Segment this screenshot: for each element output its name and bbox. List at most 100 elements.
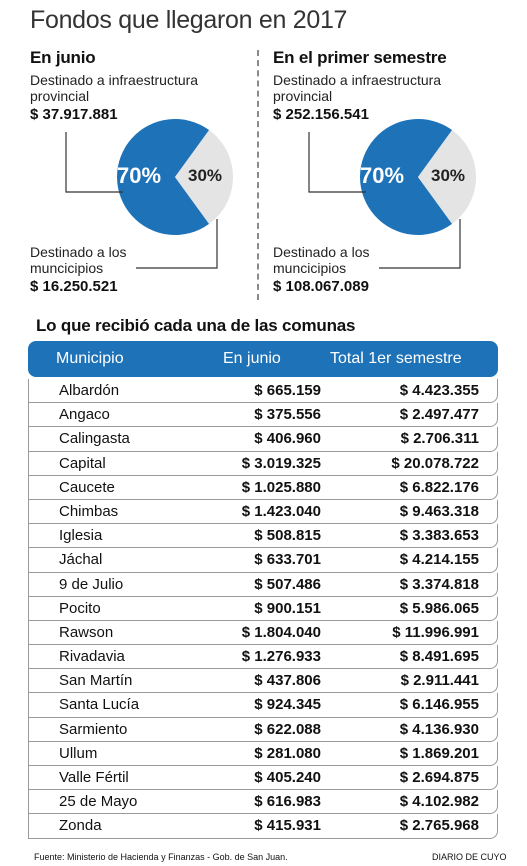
cell-municipio: Angaco	[59, 406, 110, 424]
cell-municipio: Capital	[59, 454, 106, 472]
cell-junio: $ 507.486	[254, 575, 321, 593]
table-row: 9 de Julio $ 507.486 $ 3.374.818	[28, 572, 498, 597]
cell-municipio: Chimbas	[59, 502, 119, 520]
cell-total: $ 5.986.065	[399, 599, 479, 617]
cell-junio: $ 665.159	[254, 382, 321, 399]
slice-label-big: 70%	[360, 163, 405, 188]
cell-total: $ 2.497.477	[399, 406, 479, 424]
main-title: Fondos que llegaron en 2017	[30, 6, 348, 34]
cell-junio: $ 633.701	[254, 551, 321, 569]
amount-infraestructura: $ 37.917.881	[30, 106, 118, 123]
table-row: Calingasta $ 406.960 $ 2.706.311	[28, 427, 498, 452]
table-row: Santa Lucía $ 924.345 $ 6.146.955	[28, 693, 498, 718]
cell-total: $ 2.706.311	[400, 430, 479, 448]
cell-junio: $ 1.804.040	[241, 623, 321, 641]
cell-municipio: Zonda	[59, 817, 102, 835]
cell-municipio: Jáchal	[59, 551, 103, 569]
column-header-total: Total 1er semestre	[330, 350, 462, 367]
footer-brand: DIARIO DE CUYO	[432, 852, 507, 862]
cell-total: $ 9.463.318	[399, 502, 479, 520]
cell-municipio: Rawson	[59, 623, 114, 641]
pie-chart-semestre	[308, 119, 476, 269]
cell-total: $ 11.996.991	[392, 623, 479, 641]
label-municipios: Destinado a los muncicipios	[273, 244, 370, 276]
cell-total: $ 3.383.653	[399, 527, 479, 545]
cell-total: $ 2.911.441	[400, 672, 479, 690]
cell-municipio: Pocito	[59, 599, 101, 617]
cell-municipio: Calingasta	[59, 430, 130, 448]
pie-slice-infraestructura	[116, 119, 210, 235]
cell-junio: $ 1.423.040	[241, 502, 321, 520]
cell-total: $ 1.869.201	[399, 744, 479, 762]
cell-municipio: 25 de Mayo	[59, 793, 138, 811]
table-row: Zonda $ 415.931 $ 2.765.968	[28, 814, 498, 839]
cell-municipio: Santa Lucía	[59, 696, 140, 714]
cell-total: $ 4.136.930	[399, 720, 479, 738]
connector-infraestructura	[308, 132, 366, 193]
cell-junio: $ 406.960	[254, 430, 321, 448]
table-header: Municipio En junio Total 1er semestre	[28, 341, 498, 377]
pie-slice-infraestructura	[360, 119, 453, 235]
table-row: 25 de Mayo $ 616.983 $ 4.102.982	[28, 790, 498, 815]
table-row: Iglesia $ 508.815 $ 3.383.653	[28, 524, 498, 549]
amount-municipios: $ 16.250.521	[30, 278, 118, 295]
table-row: Valle Fértil $ 405.240 $ 2.694.875	[28, 766, 498, 791]
cell-municipio: Ullum	[59, 744, 98, 762]
column-header-municipio: Municipio	[56, 350, 124, 367]
cell-municipio: Sarmiento	[59, 720, 128, 738]
connector-municipios	[136, 219, 218, 269]
amount-infraestructura: $ 252.156.541	[273, 106, 369, 123]
label-infraestructura: Destinado a infraestructura provincial	[273, 72, 442, 104]
cell-municipio: San Martín	[59, 672, 133, 690]
slice-label-big: 70%	[117, 163, 162, 188]
cell-junio: $ 616.983	[254, 793, 321, 811]
cell-junio: $ 437.806	[254, 672, 321, 690]
cell-total: $ 6.822.176	[399, 478, 479, 496]
table-row: Capital $ 3.019.325 $ 20.078.722	[28, 451, 498, 476]
cell-total: $ 4.102.982	[399, 793, 479, 811]
cell-total: $ 6.146.955	[399, 696, 479, 714]
cell-junio: $ 900.151	[254, 599, 321, 617]
table-row: Albardón $ 665.159 $ 4.423.355	[28, 379, 498, 404]
cell-junio: $ 1.025.880	[241, 478, 321, 496]
cell-total: $ 20.078.722	[391, 454, 479, 472]
cell-municipio: Albardón	[59, 382, 120, 399]
pie-chart-junio	[65, 119, 233, 269]
footer-source: Fuente: Ministerio de Hacienda y Finanza…	[34, 852, 288, 862]
slice-label-small: 30%	[188, 166, 223, 185]
label-municipios: Destinado a los muncicipios	[30, 244, 127, 276]
pie-panel-semestre: En el primer semestre Destinado a infrae…	[273, 44, 513, 302]
table-row: Rivadavia $ 1.276.933 $ 8.491.695	[28, 645, 498, 670]
table-row: Jáchal $ 633.701 $ 4.214.155	[28, 548, 498, 573]
pie-slice-municipios	[175, 130, 233, 224]
connector-infraestructura	[65, 132, 123, 193]
table-row: Ullum $ 281.080 $ 1.869.201	[28, 741, 498, 766]
amount-municipios: $ 108.067.089	[273, 278, 369, 295]
cell-junio: $ 508.815	[254, 527, 321, 545]
cell-total: $ 2.765.968	[399, 817, 479, 835]
cell-total: $ 2.694.875	[399, 769, 479, 786]
cell-municipio: Valle Fértil	[59, 769, 129, 786]
cell-total: $ 8.491.695	[399, 648, 479, 666]
cell-total: $ 3.374.818	[399, 575, 479, 593]
panel-title: En el primer semestre	[273, 48, 447, 67]
cell-total: $ 4.214.155	[399, 551, 479, 569]
panel-divider	[257, 50, 259, 300]
table-body: Albardón $ 665.159 $ 4.423.355 Angaco $ 375.…	[28, 379, 498, 839]
table-row: San Martín $ 437.806 $ 2.911.441	[28, 669, 498, 694]
table-row: Rawson $ 1.804.040 $ 11.996.991	[28, 620, 498, 646]
cell-junio: $ 415.931	[254, 817, 321, 835]
table-row: Pocito $ 900.151 $ 5.986.065	[28, 596, 498, 621]
cell-junio: $ 281.080	[254, 744, 321, 762]
cell-municipio: Rivadavia	[59, 648, 125, 666]
label-infraestructura: Destinado a infraestructura provincial	[30, 72, 199, 104]
cell-junio: $ 1.276.933	[241, 648, 321, 666]
cell-total: $ 4.423.355	[399, 382, 479, 399]
table-row: Sarmiento $ 622.088 $ 4.136.930	[28, 717, 498, 742]
pie-panel-junio: En junio Destinado a infraestructura pro…	[30, 44, 270, 302]
table-row: Chimbas $ 1.423.040 $ 9.463.318	[28, 499, 498, 525]
column-header-junio: En junio	[223, 350, 281, 367]
connector-municipios	[379, 219, 461, 269]
cell-junio: $ 375.556	[254, 406, 321, 424]
cell-municipio: 9 de Julio	[59, 575, 124, 593]
